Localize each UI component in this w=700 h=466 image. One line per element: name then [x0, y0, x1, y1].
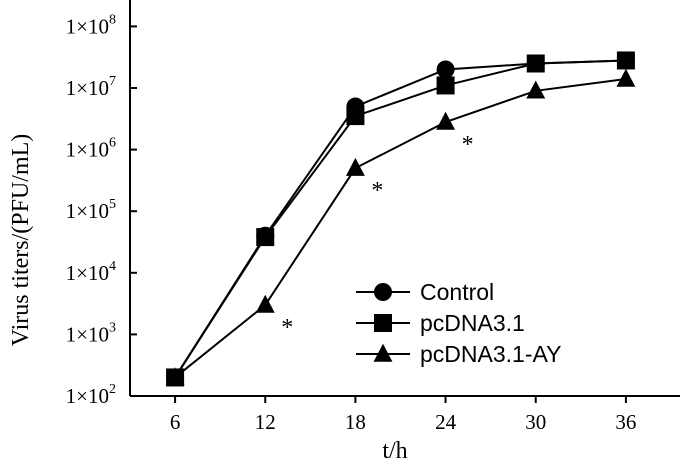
legend-label-pcdna3-1-ay: pcDNA3.1-AY: [420, 341, 561, 367]
x-tick-label: 36: [615, 410, 636, 434]
y-tick-label: 1×105: [66, 197, 116, 223]
data-point-pcdna3-1-ay: [436, 111, 456, 130]
y-axis-label: Virus titers/(PFU/mL): [8, 134, 34, 347]
legend-marker-control: [374, 283, 392, 301]
y-tick-label: 1×107: [66, 74, 116, 100]
data-point-control: [436, 60, 455, 79]
data-point-pcdna3-1-ay: [526, 80, 546, 99]
legend-marker-pcdna3-1-ay: [373, 343, 393, 362]
data-point-pcdna3-1: [616, 51, 635, 70]
series-lines: [174, 59, 627, 379]
legend-label-control: Control: [420, 279, 494, 305]
data-point-pcdna3-1-ay: [165, 367, 185, 386]
significance-asterisk: *: [462, 132, 474, 158]
series-line-pcdna3-1-ay: [174, 78, 627, 379]
data-point-pcdna3-1: [526, 54, 545, 73]
data-point-pcdna3-1: [346, 107, 365, 126]
significance-asterisk: *: [281, 315, 293, 341]
data-point-pcdna3-1: [256, 228, 275, 247]
x-tick-label: 24: [435, 410, 457, 434]
annotations: * * *: [281, 132, 473, 341]
y-tick-label: 1×104: [66, 259, 116, 285]
axes: 6 12 18 24 30 36 1×102 1×103 1×104 1×105 1×106 1×10…: [66, 0, 680, 434]
series-line-control: [174, 59, 626, 378]
x-tick-label: 18: [345, 410, 366, 434]
y-tick-label: 1×106: [66, 136, 116, 162]
x-tick-label: 6: [170, 410, 181, 434]
x-axis-label: t/h: [382, 438, 407, 464]
series-line-pcdna3-1: [174, 59, 626, 378]
data-point-pcdna3-1-ay: [345, 157, 365, 176]
data-point-pcdna3-1-ay: [255, 294, 275, 313]
y-tick-label: 1×102: [66, 382, 116, 408]
x-tick-label: 12: [255, 410, 276, 434]
legend-marker-pcdna3-1: [374, 314, 392, 332]
x-tick-label: 30: [525, 410, 546, 434]
y-tick-label: 1×103: [66, 320, 116, 346]
data-point-pcdna3-1-ay: [616, 68, 636, 87]
significance-asterisk: *: [371, 178, 383, 204]
data-point-pcdna3-1: [436, 76, 455, 95]
legend: Control pcDNA3.1 pcDNA3.1-AY: [356, 279, 561, 367]
legend-label-pcdna3-1: pcDNA3.1: [420, 310, 525, 336]
y-tick-label: 1×108: [66, 12, 116, 38]
series-markers: [165, 51, 636, 387]
